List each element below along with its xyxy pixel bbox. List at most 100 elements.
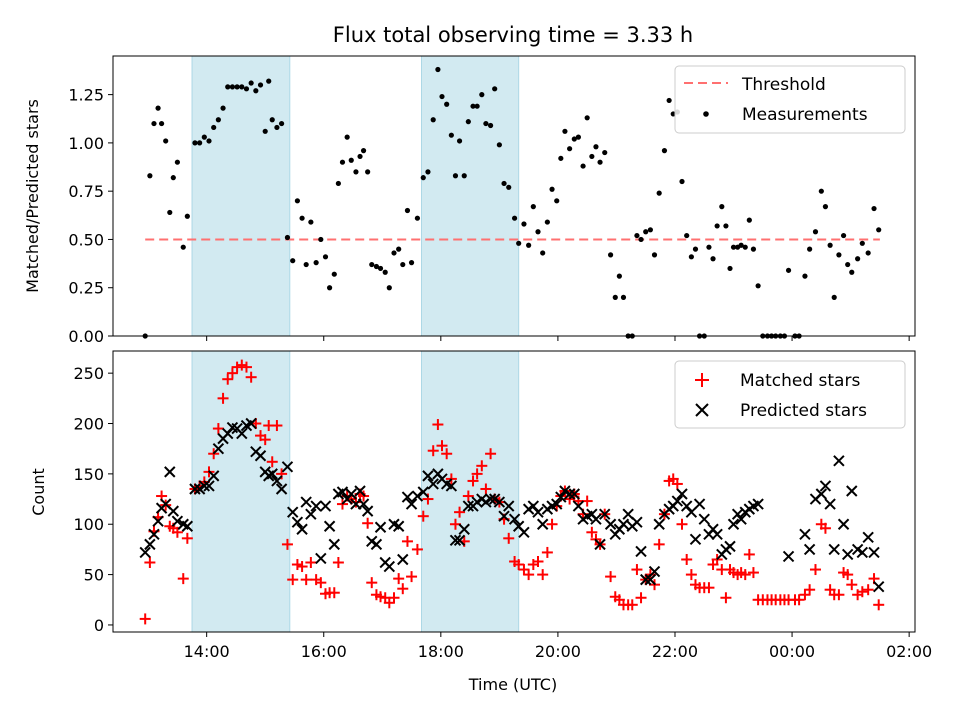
matched-star-point xyxy=(846,579,858,591)
measurement-point xyxy=(554,198,560,204)
predicted-star-point xyxy=(296,523,308,535)
measurement-point xyxy=(425,169,431,175)
measurement-point xyxy=(549,186,555,192)
x-tick-label: 20:00 xyxy=(535,642,581,661)
predicted-star-point xyxy=(493,496,506,508)
measurement-point xyxy=(365,169,371,175)
bottom-count-points xyxy=(139,359,885,625)
matched-star-point xyxy=(332,557,344,569)
matched-star-point xyxy=(432,419,444,431)
matched-star-point xyxy=(217,392,229,404)
bottom-axes-frame xyxy=(112,350,916,633)
matched-star-point xyxy=(366,577,378,589)
measurement-point xyxy=(620,294,627,300)
measurement-point xyxy=(684,232,690,239)
measurement-point xyxy=(535,229,541,235)
measurement-point xyxy=(377,265,384,272)
matched-star-point xyxy=(449,518,461,530)
measurement-point xyxy=(558,155,564,161)
predicted-star-point xyxy=(236,427,248,440)
measurement-point xyxy=(727,265,733,272)
measurement-point xyxy=(656,190,662,196)
measurement-point xyxy=(430,117,436,123)
y-tick-label: 100 xyxy=(73,515,104,534)
measurement-point xyxy=(750,246,757,252)
predicted-star-point xyxy=(635,545,647,558)
measurement-point xyxy=(723,223,729,229)
matched-star-point xyxy=(144,557,156,569)
measurement-point xyxy=(859,240,865,246)
measurement-point xyxy=(229,84,236,90)
measurement-point xyxy=(521,221,527,227)
matched-star-point xyxy=(537,569,549,581)
measurement-point xyxy=(439,93,445,100)
predicted-star-point xyxy=(484,493,497,505)
measurement-point xyxy=(827,242,833,248)
measurement-point xyxy=(692,246,699,252)
measurement-point xyxy=(580,163,586,169)
measurement-point xyxy=(755,283,761,289)
matched-star-point xyxy=(819,522,831,534)
y-tick-label: 0.25 xyxy=(68,279,104,298)
measurement-point xyxy=(344,134,350,140)
top-shaded-regions xyxy=(191,55,520,337)
matched-star-point xyxy=(296,561,308,573)
matched-star-point xyxy=(271,420,283,432)
measurement-point xyxy=(163,138,169,144)
matched-star-point xyxy=(476,460,488,472)
measurement-point xyxy=(461,173,467,179)
matched-star-point xyxy=(266,456,278,468)
matched-star-point xyxy=(397,583,409,595)
measurement-point xyxy=(706,244,712,250)
measurement-point xyxy=(679,178,685,185)
chart-title: Flux total observing time = 3.33 h xyxy=(333,23,693,47)
matched-star-point xyxy=(315,577,327,589)
matched-star-point xyxy=(401,535,413,547)
matched-star-point xyxy=(441,448,453,460)
measurement-point xyxy=(167,209,173,216)
predicted-star-point xyxy=(640,573,652,586)
top-legend-box xyxy=(674,65,906,134)
matched-star-point xyxy=(393,573,405,585)
measurement-point xyxy=(876,227,882,233)
measurement-point xyxy=(278,120,285,127)
predicted-star-point xyxy=(167,505,180,517)
measurement-point xyxy=(147,173,153,179)
matched-star-point xyxy=(177,573,189,585)
measurement-point xyxy=(158,120,165,127)
legend-predicted-swatch xyxy=(695,403,709,417)
predicted-star-point xyxy=(724,540,736,553)
measurement-point xyxy=(738,242,744,248)
measurement-point xyxy=(335,180,341,187)
shaded-region-1 xyxy=(191,55,291,337)
predicted-star-point xyxy=(462,500,475,512)
measurement-point xyxy=(822,204,829,210)
predicted-star-point xyxy=(144,538,156,551)
y-tick-label: 200 xyxy=(73,415,104,434)
measurement-point xyxy=(802,273,808,279)
predicted-star-point xyxy=(856,546,869,559)
legend-measurements-swatch xyxy=(703,111,709,117)
measurement-point xyxy=(180,244,186,250)
matched-star-point xyxy=(523,569,535,581)
matched-star-point xyxy=(739,569,751,581)
y-tick-label: 0.50 xyxy=(68,230,104,249)
predicted-star-point xyxy=(711,528,723,541)
predicted-star-point xyxy=(617,518,630,530)
predicted-star-point xyxy=(417,486,429,498)
predicted-star-point xyxy=(735,513,747,525)
top-y-axis-label: Matched/Predicted stars xyxy=(23,99,42,293)
measurement-point xyxy=(530,204,536,210)
predicted-star-point xyxy=(189,483,201,495)
predicted-star-point xyxy=(148,528,160,541)
measurement-point xyxy=(396,246,402,252)
measurement-point xyxy=(215,117,221,123)
matched-star-point xyxy=(685,569,697,581)
matched-star-point xyxy=(305,557,317,569)
measurement-point xyxy=(643,229,649,235)
measurement-point xyxy=(638,236,644,243)
predicted-star-point xyxy=(824,498,836,510)
y-tick-label: 250 xyxy=(73,364,104,383)
predicted-star-point xyxy=(315,552,327,565)
measurement-point xyxy=(357,153,363,160)
